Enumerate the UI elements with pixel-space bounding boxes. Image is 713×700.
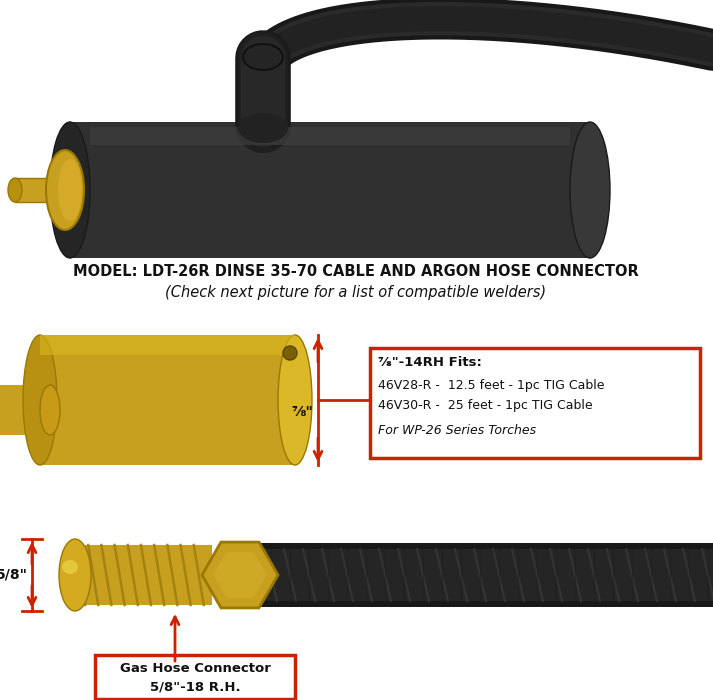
Text: MODEL: LDT-26R DINSE 35-70 CABLE AND ARGON HOSE CONNECTOR: MODEL: LDT-26R DINSE 35-70 CABLE AND ARG… bbox=[73, 265, 639, 279]
Circle shape bbox=[283, 346, 297, 360]
Ellipse shape bbox=[62, 560, 78, 574]
Text: Gas Hose Connector: Gas Hose Connector bbox=[120, 662, 270, 676]
Ellipse shape bbox=[46, 150, 84, 230]
Bar bbox=[95, 655, 295, 699]
Ellipse shape bbox=[278, 335, 312, 465]
Bar bbox=[255, 549, 713, 601]
Ellipse shape bbox=[238, 113, 288, 143]
Text: For WP-26 Series Torches: For WP-26 Series Torches bbox=[378, 424, 536, 437]
Text: ⅞"-14RH Fits:: ⅞"-14RH Fits: bbox=[378, 356, 482, 370]
Bar bbox=[370, 348, 700, 458]
Bar bbox=[0, 385, 55, 435]
Text: ⅞": ⅞" bbox=[291, 405, 313, 419]
Ellipse shape bbox=[40, 385, 60, 435]
Bar bbox=[40, 335, 295, 465]
Bar bbox=[255, 543, 713, 607]
Ellipse shape bbox=[50, 122, 90, 258]
Ellipse shape bbox=[59, 539, 91, 611]
Text: 46V28-R -  12.5 feet - 1pc TIG Cable: 46V28-R - 12.5 feet - 1pc TIG Cable bbox=[378, 379, 605, 393]
Text: 46V30-R -  25 feet - 1pc TIG Cable: 46V30-R - 25 feet - 1pc TIG Cable bbox=[378, 400, 593, 412]
Polygon shape bbox=[202, 542, 278, 608]
Bar bbox=[70, 545, 212, 605]
Bar bbox=[70, 122, 590, 258]
Ellipse shape bbox=[23, 335, 57, 465]
Text: 5/8"-18 R.H.: 5/8"-18 R.H. bbox=[150, 680, 240, 694]
Bar bbox=[40, 335, 295, 355]
Bar bbox=[15, 178, 50, 202]
Text: (Check next picture for a list of compatible welders): (Check next picture for a list of compat… bbox=[165, 284, 547, 300]
Ellipse shape bbox=[243, 44, 283, 70]
Ellipse shape bbox=[570, 122, 610, 258]
Ellipse shape bbox=[58, 159, 82, 221]
Ellipse shape bbox=[8, 178, 22, 202]
Text: 5/8": 5/8" bbox=[0, 568, 28, 582]
Bar bbox=[90, 127, 570, 145]
Polygon shape bbox=[213, 552, 267, 598]
